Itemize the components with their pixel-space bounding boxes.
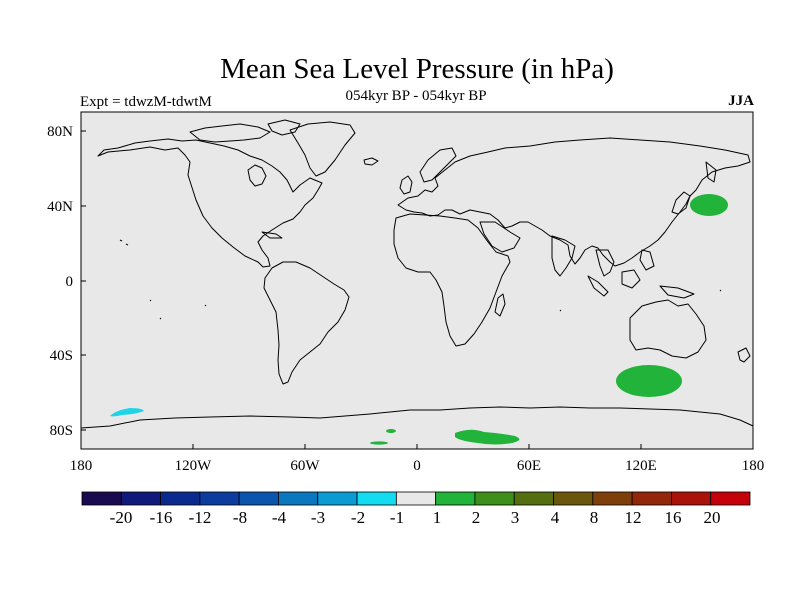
map-title: Mean Sea Level Pressure (in hPa): [220, 53, 614, 85]
season-label: JJA: [728, 93, 754, 109]
colorbar-label: 20: [704, 508, 721, 527]
colorbar-swatch: [474, 491, 515, 506]
colorbar-label: -2: [351, 508, 365, 527]
philippines-coast: [639, 249, 655, 271]
colorbar-label: 3: [511, 508, 520, 527]
y-tick-label: 80N: [47, 124, 73, 140]
colorbar-swatch: [513, 491, 554, 506]
british-isles-coast: [399, 175, 413, 195]
colorbar-swatch: [710, 491, 751, 506]
anomaly-regions: [110, 194, 728, 445]
eurasia-coast: [397, 137, 751, 267]
colorbar-label: -3: [311, 508, 325, 527]
colorbar: -20 -16 -12 -8 -4 -3 -2 -1 1 2 3 4 8 12 …: [81, 491, 751, 527]
colorbar-labels: -20 -16 -12 -8 -4 -3 -2 -1 1 2 3 4 8 12 …: [110, 508, 721, 527]
japan-coast: [671, 191, 691, 215]
colorbar-label: 16: [665, 508, 682, 527]
colorbar-swatch: [356, 491, 397, 506]
colorbar-label: -1: [390, 508, 404, 527]
antarctica-coast: [80, 406, 754, 429]
scandinavia-coast: [419, 147, 457, 183]
colorbar-swatch: [317, 491, 358, 506]
map-background: [80, 111, 754, 450]
colorbar-label: 2: [472, 508, 481, 527]
colorbar-label: 1: [433, 508, 442, 527]
colorbar-swatch: [631, 491, 672, 506]
new-guinea-coast: [659, 285, 695, 299]
colorbar-swatch: [160, 491, 201, 506]
y-tick-label: 0: [66, 274, 74, 290]
experiment-label: Expt = tdwzM-tdwtM: [80, 94, 212, 110]
map-subtitle: 054kyr BP - 054kyr BP: [345, 88, 487, 104]
hudson-bay-coast: [247, 164, 267, 187]
x-tick-label: 120W: [175, 458, 213, 474]
colorbar-label: -16: [150, 508, 173, 527]
colorbar-swatch: [199, 491, 240, 506]
iceland-coast: [363, 157, 379, 166]
north-pacific-positive-anomaly: [690, 194, 728, 216]
colorbar-swatch: [120, 491, 161, 506]
map-panel: 180 120W 60W 0 60E 120E 180 80N 40N 0 40…: [47, 111, 765, 474]
colorbar-label: 12: [625, 508, 642, 527]
x-axis-labels: 180 120W 60W 0 60E 120E 180: [70, 458, 765, 474]
colorbar-swatch: [238, 491, 279, 506]
x-tick-label: 0: [413, 458, 421, 474]
colorbar-swatch: [278, 491, 319, 506]
colorbar-swatch: [435, 491, 476, 506]
colorbar-swatch: [671, 491, 712, 506]
y-tick-label: 40S: [50, 348, 73, 364]
kamchatka-coast: [705, 161, 717, 183]
australia-coast: [629, 299, 707, 359]
arctic-islands-coast: [189, 123, 271, 143]
south-pacific-negative-anomaly: [110, 408, 144, 417]
x-tick-label: 120E: [625, 458, 657, 474]
hawaii-islands: [119, 239, 129, 246]
colorbar-label: 4: [551, 508, 560, 527]
colorbar-swatch: [592, 491, 633, 506]
antarctic-coast-positive-anomaly: [455, 429, 520, 445]
colorbar-label: 8: [590, 508, 599, 527]
colorbar-label: -20: [110, 508, 133, 527]
borneo-coast: [621, 269, 641, 289]
map-ticks: [80, 130, 754, 449]
colorbar-swatch: [395, 491, 437, 506]
greenland-coast: [289, 121, 356, 177]
sumatra-coast: [587, 275, 609, 297]
arabia-coast: [479, 221, 521, 253]
colorbar-swatches: [81, 491, 751, 506]
cuba-coast: [261, 231, 283, 239]
coastlines: [80, 119, 754, 429]
y-tick-label: 40N: [47, 199, 73, 215]
x-tick-label: 60E: [517, 458, 541, 474]
pacific-islands: [149, 289, 722, 320]
y-tick-label: 80S: [50, 423, 73, 439]
indochina-coast: [595, 249, 615, 277]
x-tick-label: 180: [70, 458, 93, 474]
small-positive-anomaly-a: [386, 429, 396, 433]
small-positive-anomaly-b: [370, 441, 388, 445]
north-america-coast: [97, 138, 323, 268]
colorbar-label: -4: [272, 508, 287, 527]
colorbar-swatch: [81, 491, 122, 506]
madagascar-coast: [494, 293, 506, 317]
southern-indian-ocean-positive-anomaly: [616, 365, 682, 397]
colorbar-label: -12: [189, 508, 212, 527]
india-coast: [551, 235, 576, 277]
new-zealand-coast: [737, 347, 751, 363]
colorbar-swatch: [553, 491, 594, 506]
africa-coast: [393, 213, 511, 347]
colorbar-label: -8: [233, 508, 247, 527]
x-tick-label: 60W: [290, 458, 320, 474]
arctic-islands-coast-2: [267, 119, 301, 136]
y-axis-labels: 80N 40N 0 40S 80S: [47, 124, 73, 439]
x-tick-label: 180: [742, 458, 765, 474]
south-america-coast: [263, 261, 350, 385]
